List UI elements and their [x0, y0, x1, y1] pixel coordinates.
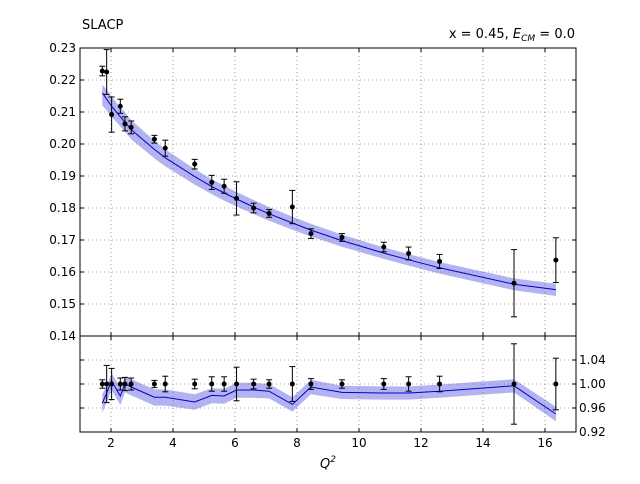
- ratio-band-area: [102, 373, 556, 422]
- ratio-data-point-0: [99, 381, 105, 387]
- ratio-data-point-11: [234, 381, 240, 387]
- main-data-point-11: [234, 195, 240, 201]
- ratio-data-point-15: [308, 381, 314, 387]
- main-data-point-16: [339, 234, 345, 240]
- main-data-point-12: [251, 205, 257, 211]
- ratio-data-point-16: [339, 381, 345, 387]
- ratio-ytick-label-1.00: 1.00: [579, 377, 606, 391]
- main-data-point-0: [99, 68, 105, 74]
- main-ytick-label-0.23: 0.23: [49, 41, 76, 55]
- main-data-point-7: [162, 145, 168, 151]
- main-ytick-label-0.18: 0.18: [49, 201, 76, 215]
- main-data-point-20: [511, 280, 517, 286]
- main-ytick-label-0.21: 0.21: [49, 105, 76, 119]
- x-axis-label-sup: 2: [330, 455, 336, 465]
- ratio-data-points: [99, 343, 559, 425]
- main-data-point-14: [289, 204, 295, 210]
- xtick-label-12: 12: [413, 436, 428, 450]
- main-data-point-8: [192, 161, 198, 167]
- x-axis-label-base: Q: [320, 457, 330, 472]
- ratio-ytick-label-0.96: 0.96: [579, 401, 606, 415]
- main-data-point-6: [151, 136, 157, 142]
- main-fit-curve: [101, 92, 556, 291]
- ratio-data-point-1: [104, 381, 110, 387]
- ratio-data-point-21: [553, 381, 559, 387]
- annotation-var: E: [513, 27, 522, 42]
- main-ytick-label-0.19: 0.19: [49, 169, 76, 183]
- ratio-data-point-14: [289, 381, 295, 387]
- ratio-ytick-label-0.92: 0.92: [579, 425, 606, 439]
- annotation-sub: CM: [521, 34, 535, 44]
- xtick-label-4: 4: [169, 436, 177, 450]
- ratio-data-point-13: [266, 381, 272, 387]
- ratio-data-point-5: [128, 381, 134, 387]
- main-ytick-label-0.16: 0.16: [49, 265, 76, 279]
- ratio-data-point-2: [109, 381, 115, 387]
- main-ytick-label-0.15: 0.15: [49, 297, 76, 311]
- xtick-label-16: 16: [537, 436, 552, 450]
- x-axis-label: Q2: [320, 455, 336, 472]
- ratio-data-point-3: [117, 381, 123, 387]
- annotation-prefix: x = 0.45,: [449, 27, 513, 42]
- main-data-point-18: [406, 250, 412, 256]
- ratio-ytick-label-1.04: 1.04: [579, 353, 606, 367]
- ratio-y-ticks: 0.92 0.96 1.00 1.04: [80, 353, 606, 439]
- main-ytick-label-0.20: 0.20: [49, 137, 76, 151]
- xtick-label-6: 6: [231, 436, 239, 450]
- main-data-point-1: [104, 69, 110, 75]
- main-data-point-15: [308, 231, 314, 237]
- main-data-point-10: [221, 183, 227, 189]
- main-data-point-9: [209, 179, 215, 185]
- main-ytick-label-0.22: 0.22: [49, 73, 76, 87]
- main-y-ticks: 0.14 0.15 0.16 0.17 0.18 0.19 0.20 0.21 0.22 0.23: [49, 41, 576, 343]
- ratio-data-point-7: [162, 381, 168, 387]
- x-axis-ticks: 2 4 6 8 10 12 14 16: [107, 48, 553, 450]
- ratio-data-point-17: [381, 381, 387, 387]
- kinematics-annotation: x = 0.45, ECM = 0.0: [449, 27, 575, 44]
- main-data-point-17: [381, 244, 387, 250]
- main-data-point-2: [109, 112, 115, 118]
- main-data-point-19: [437, 258, 443, 264]
- annotation-suffix: = 0.0: [535, 27, 575, 42]
- xtick-label-14: 14: [475, 436, 490, 450]
- main-fit-line: [101, 92, 556, 291]
- chart-title: SLACP: [82, 18, 124, 33]
- ratio-data-point-20: [511, 381, 517, 387]
- ratio-data-point-18: [406, 381, 412, 387]
- ratio-data-point-8: [192, 381, 198, 387]
- main-data-point-4: [122, 121, 128, 127]
- ratio-data-point-6: [151, 381, 157, 387]
- ratio-data-point-10: [221, 381, 227, 387]
- xtick-label-2: 2: [107, 436, 115, 450]
- ratio-data-point-9: [209, 381, 215, 387]
- main-ytick-label-0.14: 0.14: [49, 329, 76, 343]
- main-data-point-21: [553, 257, 559, 263]
- xtick-label-8: 8: [293, 436, 301, 450]
- ratio-data-point-12: [251, 381, 257, 387]
- main-data-point-3: [117, 103, 123, 109]
- main-data-points: [99, 49, 559, 318]
- xtick-label-10: 10: [351, 436, 366, 450]
- ratio-data-point-19: [437, 381, 443, 387]
- ratio-data-point-4: [122, 381, 128, 387]
- ratio-uncertainty-band: [102, 373, 556, 422]
- main-ytick-label-0.17: 0.17: [49, 233, 76, 247]
- main-data-point-13: [266, 210, 272, 216]
- main-data-point-5: [128, 124, 134, 130]
